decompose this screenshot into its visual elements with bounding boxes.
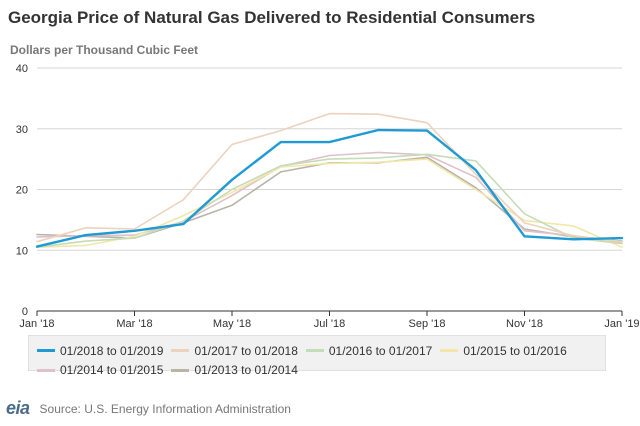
legend-label: 01/2018 to 01/2019 <box>60 343 164 358</box>
footer: eia Source: U.S. Energy Information Admi… <box>6 398 291 419</box>
legend-label: 01/2016 to 01/2017 <box>328 343 433 358</box>
legend-swatch <box>171 368 190 372</box>
series-lines <box>35 112 624 248</box>
series-line-01-2015-01-2016 <box>36 158 623 248</box>
legend-item[interactable]: 01/2013 to 01/2014 <box>171 362 298 378</box>
legend-item[interactable]: 01/2017 to 01/2018 <box>171 343 298 359</box>
legend-swatch <box>440 349 459 352</box>
x-tick-label: Nov '18 <box>506 318 543 330</box>
legend-swatch <box>37 349 55 352</box>
legend: 01/2018 to 01/2019 01/2017 to 01/2018 01/2… <box>28 335 606 377</box>
legend-swatch <box>171 349 190 352</box>
legend-label: 01/2015 to 01/2016 <box>463 343 567 358</box>
x-tick-label: Jul '18 <box>314 318 345 330</box>
legend-label: 01/2013 to 01/2014 <box>194 363 298 377</box>
x-tick-label: Sep '18 <box>409 318 446 330</box>
x-tick-label: May '18 <box>213 318 251 330</box>
series-line-01-2014-01-2015 <box>36 151 623 244</box>
series-line-01-2018-01-2019 <box>35 128 624 248</box>
legend-swatch <box>305 349 324 352</box>
x-axis-ticks: Jan '18 Mar '18 May '18 Jul '18 Sep '18 Nov '… <box>19 311 640 330</box>
y-tick-label: 0 <box>22 306 28 318</box>
legend-item[interactable]: 01/2015 to 01/2016 <box>440 343 567 359</box>
y-tick-label: 20 <box>16 185 28 197</box>
x-tick-label: Mar '18 <box>116 318 152 330</box>
chart-title: Georgia Price of Natural Gas Delivered t… <box>8 8 536 27</box>
y-tick-label: 10 <box>16 245 28 257</box>
series-line-01-2016-01-2017 <box>36 153 623 248</box>
y-tick-label: 40 <box>16 63 28 75</box>
y-axis-ticks: 0 10 20 30 40 <box>16 63 28 318</box>
series-line-01-2017-01-2018 <box>36 112 623 243</box>
legend-swatch <box>37 368 55 372</box>
eia-logo: eia <box>6 398 30 418</box>
x-tick-label: Jan '19 <box>604 318 639 330</box>
legend-label: 01/2017 to 01/2018 <box>194 343 298 358</box>
y-tick-label: 30 <box>16 124 28 136</box>
grid-lines <box>37 67 622 312</box>
legend-item[interactable]: 01/2014 to 01/2015 <box>37 362 163 378</box>
source-note: Source: U.S. Energy Information Administ… <box>39 401 291 416</box>
legend-item[interactable]: 01/2016 to 01/2017 <box>305 343 433 359</box>
x-tick-label: Jan '18 <box>19 318 54 330</box>
y-axis-unit-label: Dollars per Thousand Cubic Feet <box>10 43 199 57</box>
legend-item[interactable]: 01/2018 to 01/2019 <box>37 343 163 359</box>
legend-label: 01/2014 to 01/2015 <box>60 363 164 377</box>
